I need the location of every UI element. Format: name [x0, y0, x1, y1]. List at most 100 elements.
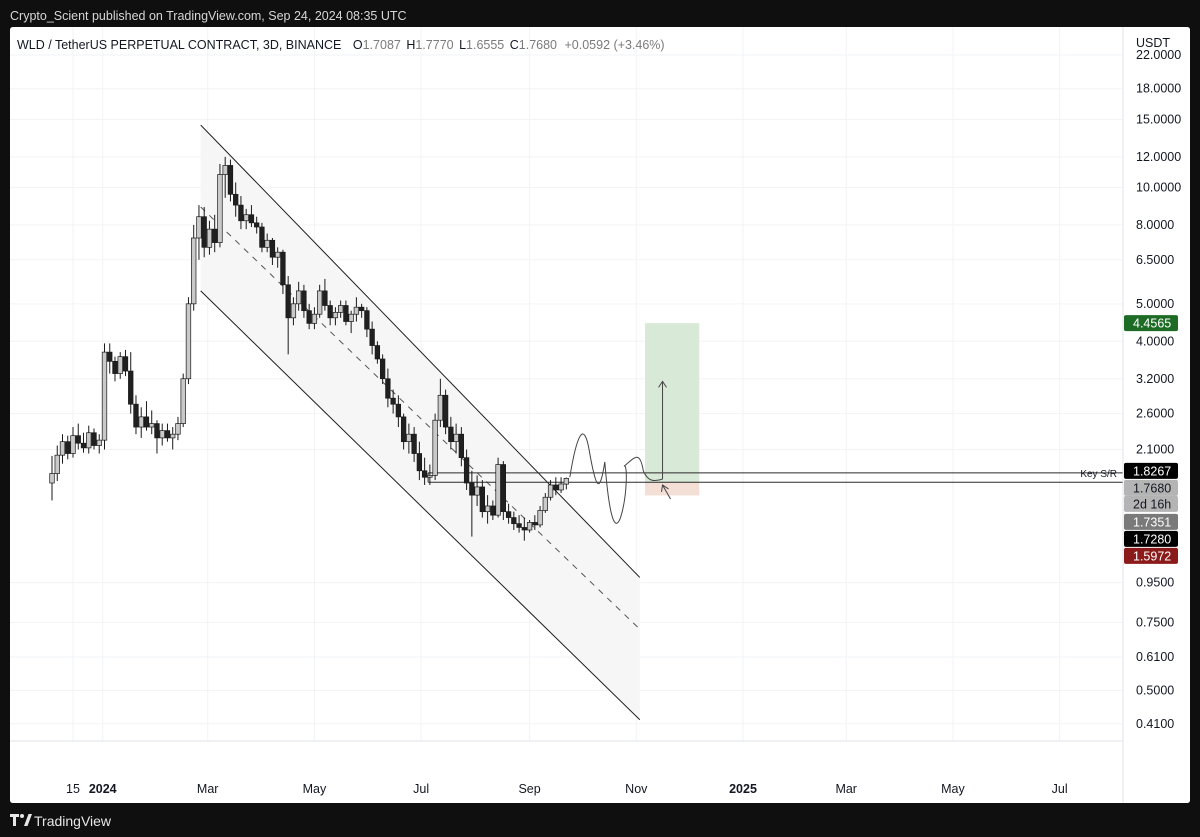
candle-up — [70, 427, 76, 458]
candle-body — [442, 394, 449, 428]
candle-body — [259, 226, 265, 248]
candle-down — [306, 303, 312, 330]
candle-up — [185, 297, 192, 385]
candle-body — [379, 358, 386, 380]
time-axis[interactable]: 15 2024 Mar May Jul Sep Nov 2025 Mar May Jul — [66, 782, 1068, 796]
candle-body — [558, 483, 564, 491]
price-tag-green: 4.4565 — [1124, 315, 1178, 332]
currency-label[interactable]: USDT — [1136, 36, 1170, 50]
target-zone — [645, 323, 700, 483]
candle-body — [400, 416, 407, 443]
price-tag-bg — [1124, 513, 1178, 530]
publisher-line: Crypto_Scient published on TradingView.c… — [10, 9, 407, 23]
candle-down — [511, 511, 517, 531]
candle-body — [206, 228, 213, 248]
legend-title: WLD / TetherUS PERPETUAL CONTRACT, 3D, B… — [17, 38, 341, 52]
candle-body — [96, 439, 102, 446]
candle-body — [159, 430, 165, 439]
candle-body — [343, 305, 349, 322]
price-tick-label: 12.0000 — [1136, 150, 1181, 164]
candle-body — [427, 475, 433, 478]
candle-body — [75, 435, 81, 444]
candle-body — [264, 239, 270, 248]
candles — [49, 156, 569, 541]
candle-down — [364, 307, 370, 338]
legend-close: 1.7680 — [519, 38, 557, 52]
time-tick-label: May — [941, 782, 965, 796]
candle-down — [358, 303, 365, 318]
price-tag-text: 1.7280 — [1133, 532, 1171, 546]
price-tick-label: 10.0000 — [1136, 180, 1181, 194]
candle-down — [285, 276, 291, 355]
candle-body — [332, 312, 339, 319]
candle-down — [448, 416, 454, 450]
legend-open-label: O — [353, 38, 363, 52]
time-axis-background — [10, 741, 1190, 803]
candle-body — [537, 510, 543, 526]
descending-channel — [200, 124, 641, 721]
candle-down — [553, 477, 559, 496]
candle-body — [437, 394, 444, 421]
candle-up — [474, 475, 480, 506]
candle-body — [154, 423, 160, 439]
candle-down — [400, 413, 407, 450]
candle-up — [243, 208, 249, 230]
time-tick-label: Jul — [1052, 782, 1068, 796]
candle-body — [212, 228, 218, 243]
price-tag-black: 1.8267 — [1124, 462, 1178, 479]
time-tick-label: 2024 — [89, 782, 117, 796]
candle-down — [416, 441, 423, 481]
candle-up — [317, 284, 323, 318]
candle-down — [233, 182, 239, 217]
legend-close-label: C — [510, 38, 519, 52]
price-tag-gray: 1.7351 — [1124, 513, 1178, 530]
candle-body — [107, 351, 113, 362]
time-tick-label: 15 — [66, 782, 80, 796]
candle-down — [75, 423, 81, 450]
price-tick-label: 0.4100 — [1136, 717, 1174, 731]
candle-body — [469, 482, 475, 496]
candle-body — [390, 397, 396, 405]
candle-body — [296, 290, 302, 305]
candle-body — [348, 313, 354, 322]
chart-frame[interactable]: Key S/R 22.0000 18.0000 15.0000 12.0000 10.0… — [10, 27, 1190, 803]
price-tag-lightgray: 2d 16h — [1124, 495, 1178, 512]
tradingview-brand[interactable]: TradingView — [34, 813, 112, 829]
candle-up — [222, 156, 228, 198]
candle-down — [122, 349, 129, 377]
candle-body — [86, 432, 92, 449]
candle-body — [511, 517, 517, 525]
price-tag-text: 4.4565 — [1133, 317, 1171, 331]
candle-up — [437, 378, 444, 428]
price-tag-bg — [1124, 315, 1178, 332]
candle-down — [133, 395, 139, 435]
price-axis[interactable]: 22.0000 18.0000 15.0000 12.0000 10.0000 8.000… — [1136, 48, 1181, 731]
price-tag-text: 2d 16h — [1133, 497, 1171, 511]
candle-body — [542, 496, 548, 511]
candle-body — [243, 214, 249, 222]
candle-body — [290, 303, 297, 319]
candle-body — [448, 426, 454, 443]
candle-down — [500, 461, 506, 520]
candle-down — [385, 368, 391, 408]
price-tick-label: 3.2000 — [1136, 372, 1174, 386]
price-tick-label: 0.7500 — [1136, 615, 1174, 629]
key-sr-label: Key S/R — [1080, 469, 1117, 480]
retest-arrow — [662, 484, 671, 500]
candle-up — [311, 307, 318, 330]
candle-down — [374, 341, 381, 364]
candle-body — [474, 486, 480, 496]
candle-body — [217, 174, 223, 243]
chart-canvas[interactable]: Key S/R 22.0000 18.0000 15.0000 12.0000 10.0… — [10, 27, 1190, 803]
legend-high: 1.7770 — [415, 38, 453, 52]
candle-body — [233, 193, 239, 206]
candle-down — [65, 435, 71, 460]
candle-up — [563, 477, 569, 490]
candle-body — [500, 464, 506, 513]
candle-body — [180, 378, 186, 424]
time-tick-label: Mar — [197, 782, 219, 796]
candle-down — [154, 420, 160, 454]
candle-body — [369, 328, 375, 346]
candle-down — [212, 214, 218, 253]
candle-body — [80, 442, 87, 449]
